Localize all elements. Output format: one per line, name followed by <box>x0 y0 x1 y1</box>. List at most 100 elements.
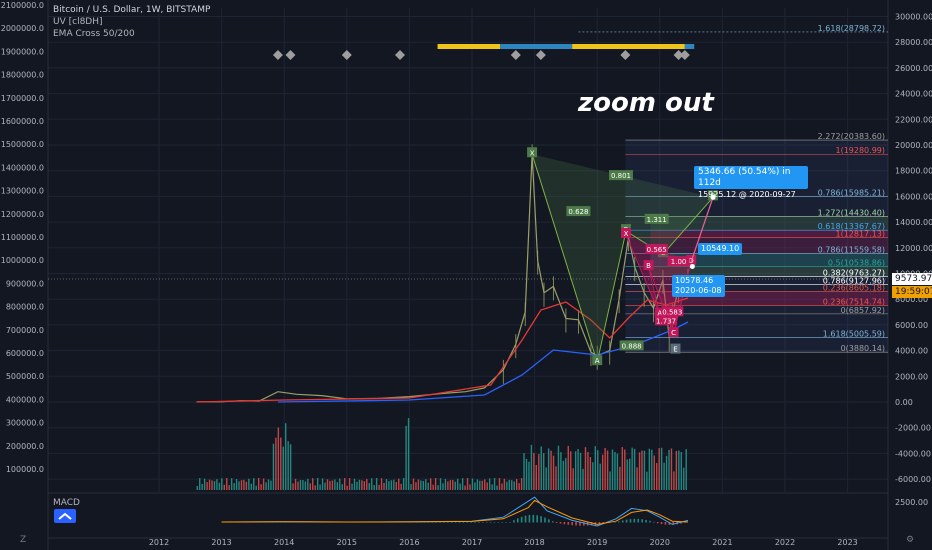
right-axis-tick: 18000.00 <box>895 167 932 176</box>
volume-bar <box>555 466 557 490</box>
harmonic-ratio-label: 1.00 <box>671 258 687 266</box>
harmonic-point-label: A <box>657 310 662 318</box>
harmonic-ratio-box <box>655 315 678 326</box>
timezone-icon[interactable]: Z <box>20 535 27 545</box>
fib-level-label: 1.272(14430.40) <box>818 209 885 218</box>
x-axis-tick: 2015 <box>337 538 357 547</box>
volume-bar <box>540 446 542 490</box>
volume-bar <box>368 483 370 490</box>
left-axis-tick: 100000.0 <box>6 465 44 474</box>
right-axis-tick: 24000.00 <box>895 90 932 99</box>
volume-bar <box>378 484 380 490</box>
volume-bar <box>329 480 331 490</box>
macd-histogram-bar <box>579 522 581 526</box>
right-axis-tick: -6000.00 <box>895 475 931 484</box>
volume-bar <box>525 459 528 490</box>
volume-bar <box>380 478 383 490</box>
projection-line <box>690 197 714 263</box>
volume-bar <box>388 481 390 490</box>
volume-bar <box>294 478 297 490</box>
volume-bar <box>614 451 616 490</box>
signal-diamond-marker <box>679 50 690 60</box>
harmonic-point-label: E <box>673 346 677 354</box>
volume-bar <box>240 480 243 490</box>
volume-bar <box>230 478 233 490</box>
volume-bar <box>267 479 270 490</box>
indicator-uv-label[interactable]: UV [cl8DH] <box>53 17 103 27</box>
volume-bar <box>437 485 439 490</box>
right-axis-tick: 22000.00 <box>895 115 932 124</box>
volume-bar <box>270 480 272 490</box>
macd-histogram-bar <box>544 517 546 523</box>
x-axis-tick: 2012 <box>149 538 169 547</box>
macd-histogram-bar <box>513 520 515 523</box>
harmonic-point-marker <box>670 343 681 354</box>
volume-bar <box>538 454 540 490</box>
macd-histogram-bar <box>618 521 620 523</box>
indicator-ema-label[interactable]: EMA Cross 50/200 <box>53 29 135 39</box>
macd-pane-label[interactable]: MACD <box>53 498 80 508</box>
volume-bar <box>361 480 363 490</box>
volume-bar <box>641 450 643 490</box>
macd-axis-tick: 2500.00 <box>895 498 928 507</box>
volume-bar <box>685 449 687 490</box>
fib-level-label: 1(12817.13) <box>835 229 885 238</box>
volume-bar <box>216 479 218 490</box>
volume-bar <box>425 479 427 490</box>
right-axis-tick: -4000.00 <box>895 449 931 458</box>
volume-bar <box>646 471 648 490</box>
left-axis-tick: 1300000.0 <box>1 187 44 196</box>
volume-bar <box>375 478 378 490</box>
left-axis-tick: 1800000.0 <box>1 71 44 80</box>
volume-bar <box>515 478 518 490</box>
fib-band <box>650 230 888 238</box>
macd-histogram-bar <box>656 522 659 524</box>
macd-histogram-bar <box>470 522 472 523</box>
volume-bar <box>285 423 287 490</box>
signal-diamond-marker <box>620 50 631 60</box>
volume-bar <box>412 478 415 490</box>
volume-bar <box>518 483 520 490</box>
macd-histogram-bar <box>524 515 527 523</box>
volume-bar <box>611 449 614 490</box>
volume-bar <box>331 480 334 490</box>
volume-bar <box>457 478 459 490</box>
x-axis-tick: 2019 <box>587 538 607 547</box>
volume-bar <box>245 481 248 490</box>
volume-bar <box>309 483 311 490</box>
macd-histogram-bar <box>478 522 480 523</box>
volume-bar <box>314 485 316 490</box>
volume-bar <box>287 441 289 490</box>
volume-bar <box>643 450 646 490</box>
collapse-pane-button[interactable] <box>54 509 76 523</box>
volume-bar <box>579 452 582 490</box>
macd-histogram-bar <box>540 516 542 523</box>
macd-histogram-bar <box>598 522 601 525</box>
volume-bar <box>660 447 663 490</box>
right-axis-tick: 30000.00 <box>895 13 932 22</box>
symbol-title[interactable]: Bitcoin / U.S. Dollar, 1W, BITSTAMP <box>53 5 211 15</box>
price-label-1: 10578.46 2020-06-08 <box>672 275 725 297</box>
volume-bar <box>476 479 479 490</box>
volume-bar <box>528 461 530 490</box>
volume-bar <box>488 478 491 490</box>
volume-bar <box>562 460 565 490</box>
fib-level-label: 0.5(10538.86) <box>828 259 885 268</box>
volume-bar <box>405 425 407 490</box>
volume-bar <box>346 485 348 490</box>
volume-bar <box>282 446 284 490</box>
volume-bar <box>461 478 464 490</box>
volume-bar <box>592 462 594 490</box>
x-axis-tick: 2020 <box>650 538 670 547</box>
fib-level-label: 0.618(13367.67) <box>818 222 885 231</box>
volume-bar <box>307 478 309 490</box>
settings-icon[interactable]: ⚙ <box>906 535 915 545</box>
volume-bar <box>683 467 685 490</box>
right-axis-tick: 4000.00 <box>895 347 928 356</box>
volume-bar <box>565 457 567 490</box>
signal-diamond-marker <box>341 50 352 60</box>
volume-bar <box>621 447 624 490</box>
volume-bar <box>289 444 292 490</box>
volume-bar <box>262 478 265 490</box>
